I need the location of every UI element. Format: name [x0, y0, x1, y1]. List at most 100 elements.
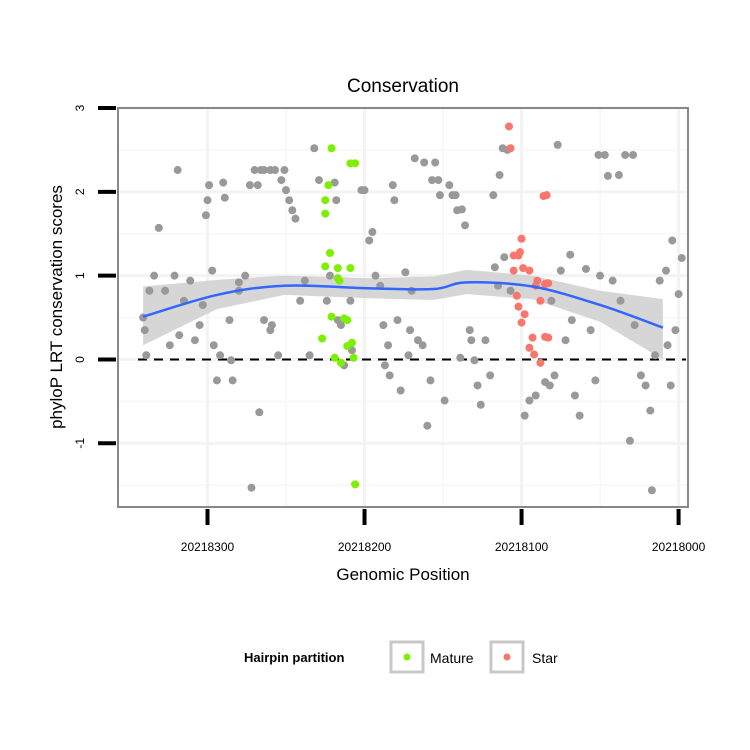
data-point-mature: [330, 353, 339, 362]
data-point-other: [260, 166, 269, 175]
data-point-other: [380, 361, 389, 370]
legend: Hairpin partition Mature Star: [244, 640, 558, 674]
data-point-other: [216, 351, 225, 360]
data-point-mature: [336, 358, 345, 367]
data-point-other: [520, 411, 529, 420]
data-point-other: [603, 171, 612, 180]
data-point-other: [451, 191, 460, 200]
data-point-other: [435, 191, 444, 200]
data-point-other: [310, 144, 319, 153]
data-point-other: [280, 166, 289, 175]
data-point-other: [410, 154, 419, 163]
data-point-other: [170, 271, 179, 280]
data-point-other: [336, 321, 345, 330]
data-point-star: [506, 144, 515, 153]
data-point-star: [533, 276, 542, 285]
data-point-other: [467, 336, 476, 345]
data-point-other: [625, 436, 634, 445]
data-point-other: [228, 376, 237, 385]
data-point-other: [241, 271, 250, 280]
data-point-other: [208, 266, 217, 275]
data-point-mature: [318, 334, 327, 343]
data-point-other: [205, 181, 214, 190]
data-point-mature: [351, 480, 360, 489]
confidence-band-area: [143, 269, 663, 360]
data-point-other: [525, 396, 534, 405]
data-point-mature: [321, 196, 330, 205]
legend-item-mature[interactable]: Mature: [389, 640, 474, 674]
data-point-other: [550, 371, 559, 380]
data-point-other: [390, 196, 399, 205]
data-point-other: [330, 178, 339, 187]
y-tick-label: 3: [73, 104, 87, 111]
data-point-other: [457, 205, 466, 214]
data-point-mature: [347, 338, 356, 347]
data-point-other: [219, 178, 228, 187]
data-point-other: [285, 196, 294, 205]
data-point-mature: [333, 274, 342, 283]
data-point-star: [536, 296, 545, 305]
data-point-other: [646, 406, 655, 415]
data-point-other: [636, 371, 645, 380]
data-point-star: [515, 248, 524, 257]
data-point-mature: [321, 262, 330, 271]
legend-label-mature: Mature: [430, 650, 474, 666]
data-point-other: [360, 186, 369, 195]
data-point-other: [401, 268, 410, 277]
data-point-other: [476, 400, 485, 409]
data-point-other: [225, 316, 234, 325]
data-point-mature: [346, 264, 355, 273]
data-point-other: [647, 486, 656, 495]
legend-label-star: Star: [532, 650, 558, 666]
data-point-other: [271, 166, 280, 175]
data-point-other: [621, 150, 630, 159]
data-point-other: [666, 381, 675, 390]
data-point-mature: [349, 353, 358, 362]
data-point-other: [431, 158, 440, 167]
data-point-other: [531, 391, 540, 400]
data-point-mature: [351, 159, 360, 168]
data-point-other: [616, 296, 625, 305]
data-point-star: [544, 333, 553, 342]
y-tick-label: 0: [73, 356, 87, 363]
data-point-other: [384, 341, 393, 350]
data-point-star: [517, 234, 526, 243]
data-point-other: [404, 351, 413, 360]
data-point-other: [547, 296, 556, 305]
data-point-star: [512, 291, 521, 300]
data-point-other: [247, 483, 256, 492]
data-point-other: [245, 181, 254, 190]
data-point-other: [553, 140, 562, 149]
data-point-other: [161, 286, 170, 295]
data-point-other: [393, 316, 402, 325]
data-point-other: [260, 316, 269, 325]
data-point-other: [567, 316, 576, 325]
data-point-other: [594, 150, 603, 159]
legend-item-star[interactable]: Star: [489, 640, 558, 674]
data-point-other: [267, 321, 276, 330]
data-point-other: [473, 381, 482, 390]
data-point-other: [456, 353, 465, 362]
data-point-other: [145, 286, 154, 295]
data-point-other: [629, 150, 638, 159]
data-point-other: [173, 166, 182, 175]
data-point-other: [198, 300, 207, 309]
data-point-other: [481, 336, 490, 345]
data-point-other: [490, 263, 499, 272]
data-point-other: [495, 171, 504, 180]
data-point-other: [668, 236, 677, 245]
plot-panel-border: [117, 107, 689, 508]
data-point-other: [566, 250, 575, 259]
data-point-other: [423, 421, 432, 430]
confidence-band: [143, 269, 663, 360]
data-point-other: [201, 211, 210, 220]
data-point-other: [434, 176, 443, 185]
data-point-other: [325, 271, 334, 280]
data-point-other: [561, 336, 570, 345]
data-point-other: [674, 290, 683, 299]
data-point-other: [440, 396, 449, 405]
data-point-other: [300, 276, 309, 285]
data-point-mature: [324, 181, 333, 190]
data-point-other: [379, 321, 388, 330]
